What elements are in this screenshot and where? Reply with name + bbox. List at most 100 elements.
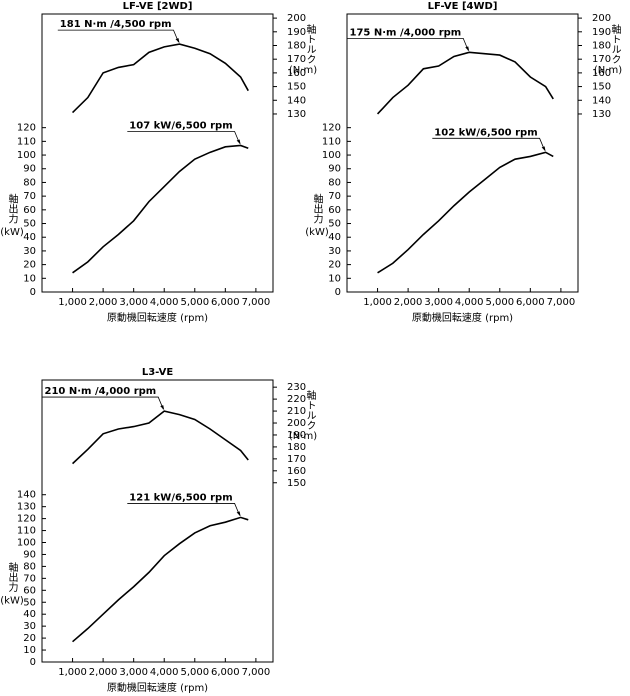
y2-tick-label: 160 [592,68,611,79]
y-tick-label: 40 [23,232,36,243]
y2-tick-label: 190 [592,27,611,38]
x-tick-label: 3,000 [424,297,453,308]
x-tick-label: 7,000 [242,297,271,308]
y-tick-label: 100 [17,538,36,549]
y2-tick-label: 160 [287,466,306,477]
annotation: 121 kW/6,500 rpm [129,492,232,503]
annotation-arrowhead [465,46,470,52]
y-tick-label: 50 [23,597,36,608]
y2-tick-label: 230 [287,382,306,393]
series-line [72,516,249,643]
y2-tick-label: 190 [287,27,306,38]
y2-tick-label: 170 [287,54,306,65]
y2-tick-label: 180 [287,40,306,51]
y2-axis-unit: (N·m) [289,431,317,442]
chart-title: L3-VE [142,367,173,378]
x-tick-label: 3,000 [119,297,148,308]
annotation-arrowhead [236,511,241,517]
y-tick-label: 0 [30,657,36,668]
y2-tick-label: 170 [592,54,611,65]
x-tick-label: 5,000 [180,667,209,678]
x-tick-label: 1,000 [363,297,392,308]
y-tick-label: 10 [328,273,341,284]
y-tick-label: 70 [23,191,36,202]
y2-axis-label: 軸トルク [304,23,316,64]
x-tick-label: 7,000 [242,667,271,678]
series-line [72,410,249,465]
y2-tick-label: 190 [287,430,306,441]
annotation: 175 N·m /4,000 rpm [350,27,462,38]
y-tick-label: 70 [23,573,36,584]
y-tick-label: 30 [23,246,36,257]
annotation-arrowhead [236,139,241,145]
y-tick-label: 60 [23,205,36,216]
y-tick-label: 120 [17,514,36,525]
y2-tick-label: 150 [592,82,611,93]
y-tick-label: 120 [17,123,36,134]
x-tick-label: 5,000 [485,297,514,308]
y-tick-label: 70 [328,191,341,202]
y-tick-label: 60 [328,205,341,216]
y2-tick-label: 220 [287,394,306,405]
annotation-arrowhead [160,405,165,411]
x-tick-label: 4,000 [150,667,179,678]
chart: L3-VE 1,000 2,000 3,000 4,000 5,000 6,000 7,000… [0,367,317,694]
y-tick-label: 120 [322,123,341,134]
y-tick-label: 20 [23,633,36,644]
y-tick-label: 20 [23,260,36,271]
y2-tick-label: 130 [287,109,306,120]
chart: LF-VE [2WD] 1,000 2,000 3,000 4,000 5,000 6,00… [0,1,317,324]
x-axis-label: 原動機回転速度 (rpm) [412,311,513,324]
x-tick-label: 5,000 [180,297,209,308]
x-tick-label: 2,000 [394,297,423,308]
y-tick-label: 10 [23,645,36,656]
y-tick-label: 90 [23,549,36,560]
y-tick-label: 110 [17,136,36,147]
annotation: 210 N·m /4,000 rpm [45,386,157,397]
y-tick-label: 130 [17,502,36,513]
x-tick-label: 7,000 [547,297,576,308]
annotation-leader [432,137,545,151]
y-axis-label: 軸出力 [6,561,18,593]
annotation-leader [127,131,240,144]
y-tick-label: 40 [328,232,341,243]
y-tick-label: 60 [23,585,36,596]
x-tick-label: 1,000 [58,297,87,308]
plot-frame [41,379,274,663]
y-tick-label: 140 [17,490,36,501]
y2-tick-label: 150 [287,478,306,489]
y-axis-label: 軸出力 [311,193,323,225]
y2-tick-label: 210 [287,406,306,417]
annotation-leader [347,37,469,51]
annotation-leader [57,29,179,43]
plot-frame [41,13,274,293]
x-tick-label: 3,000 [119,667,148,678]
x-tick-label: 6,000 [211,297,240,308]
y-tick-label: 20 [328,260,341,271]
y-tick-label: 90 [23,164,36,175]
x-axis-label: 原動機回転速度 (rpm) [107,311,208,324]
y2-tick-label: 140 [287,95,306,106]
annotation: 107 kW/6,500 rpm [129,120,232,131]
x-tick-label: 6,000 [516,297,545,308]
x-axis-label: 原動機回転速度 (rpm) [107,681,208,694]
annotation-leader [127,503,240,516]
chart-title: LF-VE [4WD] [428,1,498,12]
y-tick-label: 0 [30,287,36,298]
chart-title: LF-VE [2WD] [123,1,193,12]
series-line [376,51,554,115]
series-line [72,144,249,274]
y-tick-label: 110 [322,136,341,147]
y-tick-label: 90 [328,164,341,175]
y2-axis-unit: (N·m) [594,65,622,76]
y2-tick-label: 150 [287,82,306,93]
y2-axis-unit: (N·m) [289,65,317,76]
annotation-leader [42,396,164,410]
y-tick-label: 80 [23,177,36,188]
y2-tick-label: 200 [287,418,306,429]
annotation-arrowhead [175,38,180,44]
annotation: 181 N·m /4,500 rpm [60,19,172,30]
y2-axis-label: 軸トルク [609,23,621,64]
y-tick-label: 40 [23,609,36,620]
